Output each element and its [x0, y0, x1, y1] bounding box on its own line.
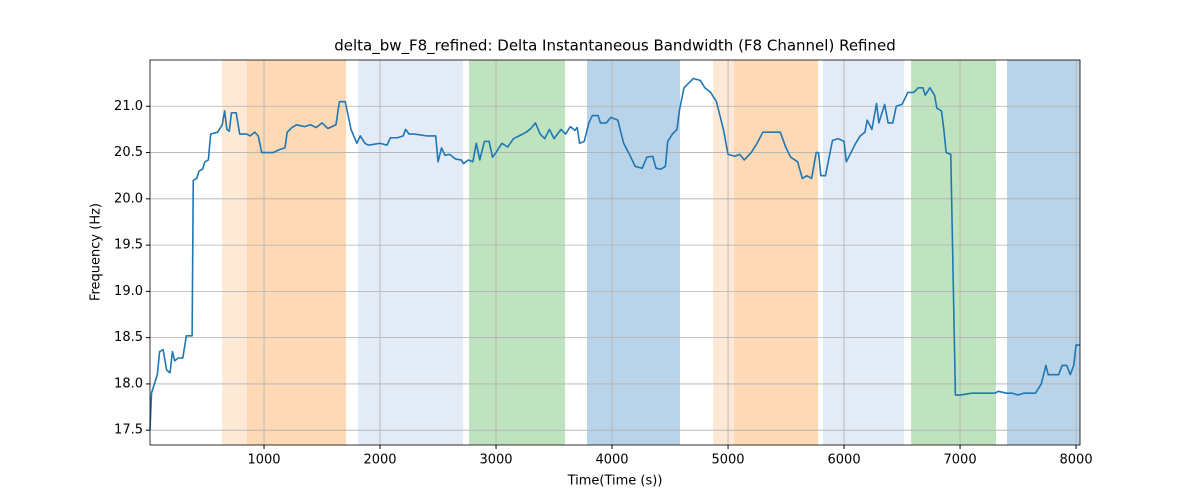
y-tick-label: 20.5 — [114, 145, 143, 160]
y-tick-label: 17.5 — [114, 423, 143, 438]
x-tick-label: 4000 — [595, 453, 628, 468]
y-tick-label: 21.0 — [114, 99, 143, 114]
y-tick-label: 19.5 — [114, 238, 143, 253]
y-axis-label: Frequency (Hz) — [89, 203, 104, 301]
y-tick-label: 18.5 — [114, 330, 143, 345]
x-axis-label: Time(Time (s)) — [567, 474, 663, 489]
x-tick-label: 8000 — [1060, 453, 1093, 468]
x-tick-label: 7000 — [944, 453, 977, 468]
shaded-span — [469, 60, 566, 445]
shaded-span — [1007, 60, 1080, 445]
x-tick-label: 2000 — [363, 453, 396, 468]
x-tick-label: 1000 — [247, 453, 280, 468]
plot-frame — [149, 59, 1081, 446]
y-tick-label: 18.0 — [114, 376, 143, 391]
y-tick-label: 20.0 — [114, 191, 143, 206]
x-tick-label: 6000 — [828, 453, 861, 468]
y-tick-label: 19.0 — [114, 284, 143, 299]
shaded-span — [246, 60, 347, 445]
shaded-span — [823, 60, 905, 445]
x-tick-label: 5000 — [711, 453, 744, 468]
shaded-span — [586, 60, 681, 445]
shaded-span — [357, 60, 464, 445]
data-line — [149, 77, 1080, 431]
chart-title: delta_bw_F8_refined: Delta Instantaneous… — [334, 37, 896, 56]
x-tick-label: 3000 — [479, 453, 512, 468]
shaded-span — [911, 60, 997, 445]
shaded-span — [713, 60, 735, 445]
shaded-span — [734, 60, 819, 445]
